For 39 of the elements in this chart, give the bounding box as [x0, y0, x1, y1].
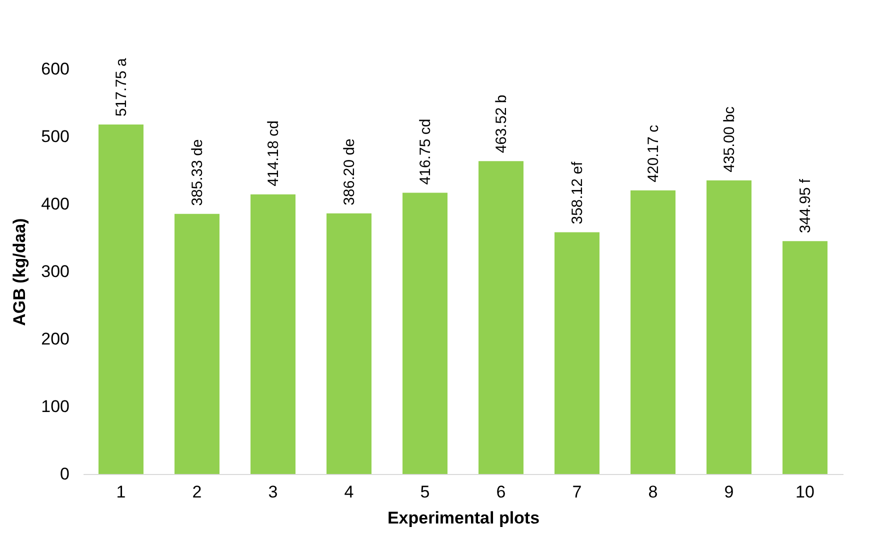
bar: [250, 194, 296, 474]
bar: [326, 213, 372, 474]
data-label: 463.52 b: [493, 94, 510, 154]
x-tick-label: 5: [420, 482, 430, 502]
x-tick-label: 3: [268, 482, 278, 502]
y-axis-title: AGB (kg/daa): [10, 218, 30, 326]
x-tick-label: 4: [344, 482, 354, 502]
y-tick-label: 600: [41, 60, 70, 78]
bar: [478, 161, 524, 474]
x-tick-label: 8: [648, 482, 658, 502]
x-tick-label: 2: [192, 482, 202, 502]
x-tick-label: 7: [572, 482, 582, 502]
y-tick-label: 500: [41, 127, 70, 146]
y-tick-label: 200: [41, 330, 70, 348]
bar: [174, 214, 220, 474]
data-label: 517.75 a: [113, 57, 130, 117]
y-tick-label: 0: [60, 464, 70, 484]
bar: [402, 192, 448, 474]
bar: [98, 124, 144, 474]
bar: [782, 241, 828, 474]
bar: [706, 180, 752, 474]
x-tick-label: 1: [116, 482, 126, 502]
bar: [630, 190, 676, 474]
data-label: 435.00 bc: [721, 106, 738, 172]
x-tick-label: 9: [724, 482, 734, 502]
x-tick-label: 10: [796, 482, 814, 502]
data-label: 416.75 cd: [417, 118, 434, 185]
y-tick-label: 400: [41, 194, 70, 214]
data-label: 386.20 de: [341, 138, 358, 206]
data-label: 414.18 cd: [265, 120, 282, 186]
data-label: 344.95 f: [797, 178, 814, 234]
x-axis-title: Experimental plots: [387, 508, 540, 528]
x-tick-label: 6: [496, 482, 506, 502]
y-tick-label: 100: [41, 397, 70, 416]
data-label: 358.12 ef: [569, 160, 586, 224]
bar: [554, 232, 600, 474]
data-label: 385.33 de: [189, 139, 206, 206]
data-label: 420.17 c: [645, 124, 662, 182]
y-tick-label: 300: [41, 262, 70, 281]
